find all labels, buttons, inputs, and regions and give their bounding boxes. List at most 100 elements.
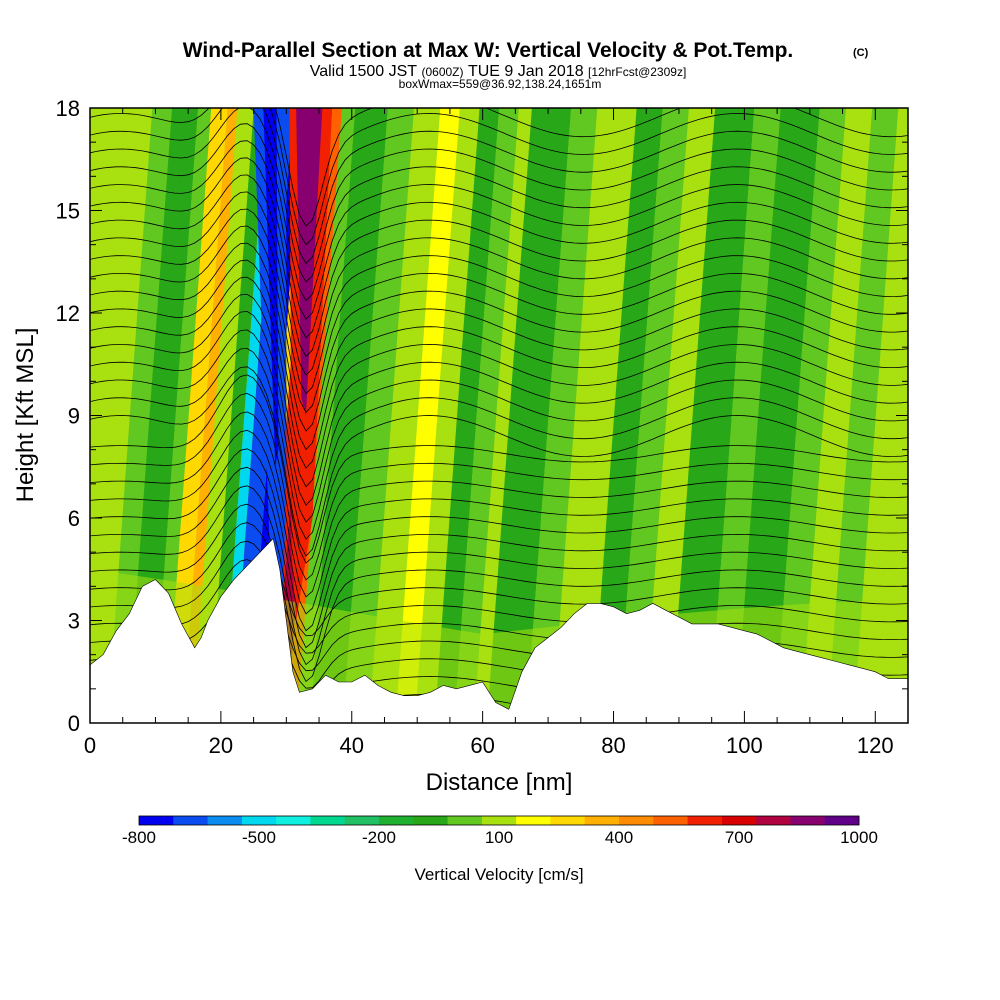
y-tick-label: 6 (68, 506, 80, 531)
colorbar-swatch (379, 816, 414, 825)
valid-utc: (0600Z) (421, 65, 463, 79)
velocity-band (552, 108, 637, 723)
colorbar-tick-label: -500 (242, 828, 276, 847)
colorbar-swatch (310, 816, 346, 825)
downdraft-max (263, 108, 279, 467)
x-axis-label: Distance [nm] (426, 769, 573, 796)
colorbar-swatch (447, 816, 483, 825)
theta-contour (90, 540, 908, 654)
copyright-mark: (C) (853, 47, 869, 59)
velocity-band (369, 108, 441, 723)
x-axis: 0 20 40 60 80 100 120 (84, 108, 909, 758)
box-info: boxWmax=559@36.92,138.24,1651m (399, 77, 602, 91)
plot-area (90, 108, 908, 723)
velocity-band (670, 108, 755, 723)
y-tick-label: 15 (56, 199, 80, 224)
velocity-band (617, 108, 689, 723)
potential-temperature-contours (90, 108, 908, 723)
theta-contour (90, 392, 908, 581)
theta-contour (90, 191, 908, 376)
colorbar-tick-label: 700 (725, 828, 753, 847)
colorbar-swatch (241, 816, 277, 825)
colorbar-swatch (687, 816, 723, 825)
velocity-band (486, 108, 572, 723)
theta-contour (90, 208, 908, 395)
velocity-band (192, 108, 254, 723)
colorbar-swatch (653, 816, 688, 825)
y-tick-label: 18 (56, 96, 80, 121)
theta-contour (90, 429, 908, 615)
theta-contour (274, 108, 908, 227)
valid-prefix: Valid 1500 JST (310, 63, 418, 80)
colorbar-swatch (824, 816, 860, 825)
velocity-band (414, 108, 480, 723)
x-tick-label: 60 (470, 733, 494, 758)
colorbar-swatch (173, 816, 208, 825)
velocity-band (454, 108, 519, 723)
velocity-band (434, 108, 500, 723)
velocity-band (107, 108, 172, 723)
velocity-band (591, 108, 663, 723)
velocity-band (735, 108, 820, 723)
velocity-band (774, 108, 847, 723)
x-tick-label: 0 (84, 733, 96, 758)
colorbar-swatch (481, 816, 517, 825)
valid-date: TUE 9 Jan 2018 (468, 63, 584, 80)
x-tick-label: 20 (209, 733, 233, 758)
colorbar-swatch (721, 816, 757, 825)
colorbar-swatch (207, 816, 243, 825)
theta-contour (90, 108, 908, 265)
updraft-max (296, 108, 323, 416)
colorbar-tick-label: -800 (122, 828, 156, 847)
velocity-band (126, 108, 199, 723)
colorbar-swatch (344, 816, 380, 825)
theta-contour (90, 259, 908, 451)
terrain (90, 537, 908, 723)
x-tick-label: 40 (340, 733, 364, 758)
colorbar-swatch (276, 816, 311, 825)
colorbar-title: Vertical Velocity [cm/s] (414, 865, 583, 884)
y-tick-label: 3 (68, 609, 80, 634)
theta-contour (90, 329, 908, 523)
velocity-band (801, 108, 873, 723)
colorbar-tick-label: 400 (605, 828, 633, 847)
colorbar-swatch (139, 816, 174, 825)
colorbar-swatch (756, 816, 791, 825)
theta-contour (90, 522, 908, 637)
forecast-info: [12hrFcst@2309z] (588, 65, 686, 79)
colorbar-tick-label: 100 (485, 828, 513, 847)
velocity-band (473, 108, 532, 723)
y-tick-label: 12 (56, 301, 80, 326)
colorbar-swatch (550, 816, 586, 825)
y-tick-label: 0 (68, 711, 80, 736)
theta-contour (90, 466, 908, 649)
theta-contour (90, 347, 908, 540)
theta-contour (90, 157, 908, 339)
velocity-band (342, 108, 415, 723)
velocity-band (853, 108, 908, 723)
velocity-band (153, 108, 212, 723)
theta-contour (90, 293, 908, 488)
chart-title: Wind-Parallel Section at Max W: Vertical… (183, 39, 794, 62)
theta-contour (90, 503, 908, 683)
theta-contour (90, 448, 908, 632)
theta-contour (90, 276, 908, 469)
y-tick-label: 9 (68, 404, 80, 429)
x-tick-label: 100 (726, 733, 763, 758)
velocity-band (166, 108, 228, 723)
colorbar-swatch (584, 816, 620, 825)
theta-contour (90, 366, 908, 557)
colorbar-tick-label: -200 (362, 828, 396, 847)
theta-contour (90, 242, 908, 432)
theta-contour (90, 374, 908, 564)
velocity-band (526, 108, 598, 723)
colorbar-tick-labels: -800 -500 -200 100 400 700 1000 (122, 828, 878, 847)
theta-contour (90, 485, 908, 666)
theta-contour (90, 310, 908, 506)
colorbar-swatch (516, 816, 551, 825)
theta-contour (90, 225, 908, 413)
colorbar-frame (138, 815, 860, 826)
theta-contour (90, 411, 908, 598)
colorbar-swatch (790, 816, 826, 825)
theta-contour (90, 174, 908, 358)
